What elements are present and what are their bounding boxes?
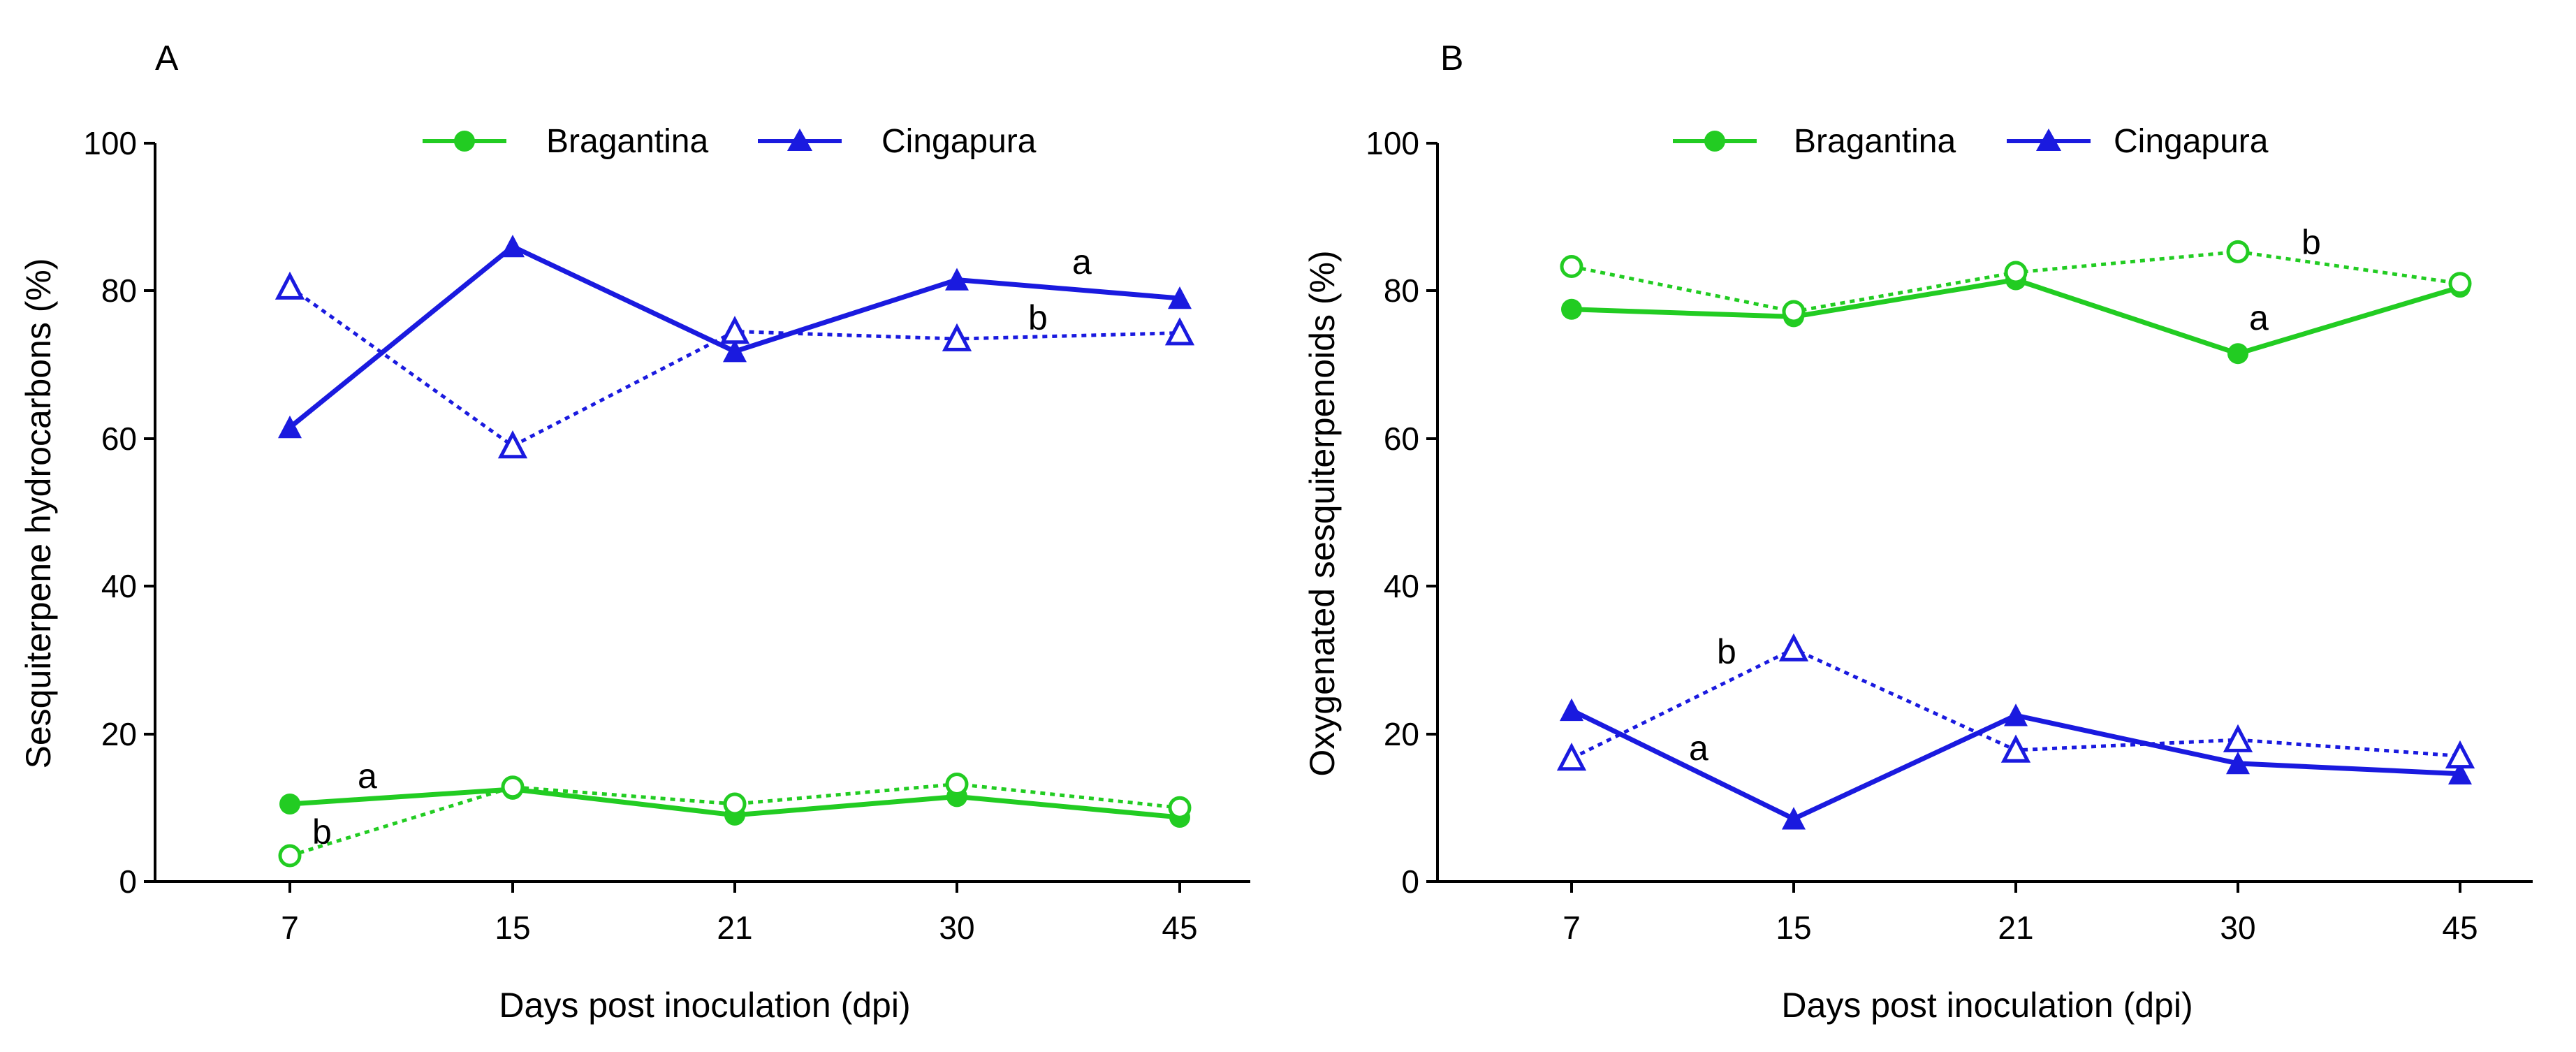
x-tick-label-b-21: 21 <box>1998 909 2033 946</box>
annotations-a: a b a b <box>312 242 1092 852</box>
legend-a: Bragantina Cingapura <box>423 123 1037 160</box>
y-tick-label-a-0: 0 <box>119 863 137 900</box>
x-tick-label-a-21: 21 <box>717 909 752 946</box>
point-b-cingapura-solid-15 <box>1782 807 1806 830</box>
point-a-cingapura-dotted-21 <box>719 316 750 344</box>
point-b-cingapura-solid-21 <box>2004 703 2028 726</box>
point-b-cingapura-solid-45 <box>2448 761 2472 784</box>
panel-label-b: B <box>1440 38 1463 78</box>
legend-b-cingapura-label: Cingapura <box>2114 123 2269 160</box>
annotation-a-0: a <box>1072 242 1092 282</box>
point-b-cingapura-dotted-21 <box>2000 734 2031 763</box>
y-tick-label-b-0: 0 <box>1401 863 1419 900</box>
x-tick-label-a-45: 45 <box>1162 909 1197 946</box>
point-b-cingapura-dotted-7 <box>1556 743 1587 771</box>
panel-b: B Oxygenated sesquiterpenoids (%) Days p… <box>1303 38 2533 1025</box>
x-tick-label-b-45: 45 <box>2442 909 2478 946</box>
point-b-cingapura-solid-7 <box>1560 698 1583 722</box>
annotation-b-2: b <box>1717 632 1736 671</box>
point-a-cingapura-dotted-15 <box>497 430 528 459</box>
legend-a-bragantina-marker <box>454 131 475 152</box>
point-a-cingapura-dotted-7 <box>275 271 305 300</box>
x-axis-label-a: Days post inoculation (dpi) <box>499 986 910 1025</box>
point-a-cingapura-dotted-45 <box>1164 317 1195 346</box>
point-a-cingapura-dotted-30 <box>942 323 972 351</box>
y-tick-label-b-80: 80 <box>1384 272 1419 309</box>
y-tick-label-b-20: 20 <box>1384 716 1419 752</box>
point-b-bragantina-dotted-21 <box>2004 261 2028 284</box>
point-a-cingapura-solid-21 <box>723 339 747 363</box>
series-b <box>1556 240 2475 830</box>
x-tick-label-a-30: 30 <box>939 909 974 946</box>
point-a-bragantina-dotted-30 <box>945 773 969 796</box>
annotations-b: b a b a <box>1689 223 2321 768</box>
point-a-cingapura-solid-7 <box>278 415 302 439</box>
point-a-cingapura-solid-45 <box>1168 286 1192 309</box>
y-axis-label-b: Oxygenated sesquiterpenoids (%) <box>1303 250 1342 776</box>
y-tick-label-b-100: 100 <box>1366 125 1419 161</box>
series-a-bragantina-dotted-line <box>289 782 1180 858</box>
point-b-cingapura-solid-30 <box>2226 751 2250 775</box>
y-tick-label-a-100: 100 <box>83 125 137 161</box>
annotation-b-3: a <box>1689 729 1708 768</box>
x-axis-label-b: Days post inoculation (dpi) <box>1781 986 2193 1025</box>
y-tick-label-a-80: 80 <box>101 272 137 309</box>
point-b-bragantina-dotted-45 <box>2448 272 2472 295</box>
ticks-a: 100 80 60 40 20 0 7 15 21 30 45 <box>83 125 1197 946</box>
point-b-cingapura-dotted-15 <box>1778 633 1809 662</box>
point-b-bragantina-dotted-30 <box>2226 240 2250 263</box>
series-a <box>275 235 1195 868</box>
x-tick-label-b-7: 7 <box>1563 909 1581 946</box>
series-b-bragantina-solid-line <box>1571 277 2461 356</box>
point-a-bragantina-dotted-45 <box>1168 796 1192 819</box>
legend-b-bragantina-label: Bragantina <box>1794 123 1956 160</box>
point-b-bragantina-dotted-7 <box>1560 255 1583 278</box>
annotation-a-3: b <box>312 812 332 852</box>
point-b-bragantina-dotted-15 <box>1782 300 1806 323</box>
legend-b: Bragantina Cingapura <box>1673 123 2269 160</box>
legend-b-cingapura-marker <box>2036 129 2061 151</box>
annotation-b-1: a <box>2249 298 2269 337</box>
x-tick-label-a-7: 7 <box>281 909 299 946</box>
y-axis-label-a: Sesquiterpene hydrocarbons (%) <box>19 258 58 769</box>
legend-a-cingapura-marker <box>787 129 812 151</box>
y-tick-label-b-40: 40 <box>1384 568 1419 604</box>
point-b-bragantina-solid-30 <box>2227 343 2248 365</box>
panel-a: A Sesquiterpene hydrocarbons (%) Days po… <box>19 38 1250 1025</box>
x-tick-label-b-30: 30 <box>2220 909 2255 946</box>
point-a-bragantina-dotted-21 <box>723 792 747 816</box>
annotation-b-0: b <box>2301 223 2321 262</box>
panel-label-a: A <box>155 38 179 78</box>
y-tick-label-b-60: 60 <box>1384 421 1419 457</box>
point-b-cingapura-dotted-45 <box>2445 740 2475 769</box>
legend-a-bragantina-label: Bragantina <box>546 123 708 160</box>
legend-b-bragantina-marker <box>1704 131 1725 152</box>
y-tick-label-a-60: 60 <box>101 421 137 457</box>
point-b-cingapura-dotted-30 <box>2223 724 2253 752</box>
legend-a-cingapura-label: Cingapura <box>881 123 1037 160</box>
point-a-cingapura-solid-30 <box>945 268 969 291</box>
point-a-cingapura-solid-15 <box>501 235 525 258</box>
x-tick-label-b-15: 15 <box>1776 909 1811 946</box>
ticks-b: 100 80 60 40 20 0 7 15 21 30 45 <box>1366 125 2478 946</box>
point-a-bragantina-dotted-15 <box>501 775 525 799</box>
y-tick-label-a-20: 20 <box>101 716 137 752</box>
point-a-bragantina-dotted-7 <box>278 844 302 868</box>
annotation-a-1: b <box>1028 298 1048 337</box>
point-b-bragantina-solid-7 <box>1561 298 1582 320</box>
point-a-bragantina-solid-7 <box>279 794 300 814</box>
y-tick-label-a-40: 40 <box>101 568 137 604</box>
annotation-a-2: a <box>358 757 377 796</box>
x-tick-label-a-15: 15 <box>495 909 530 946</box>
